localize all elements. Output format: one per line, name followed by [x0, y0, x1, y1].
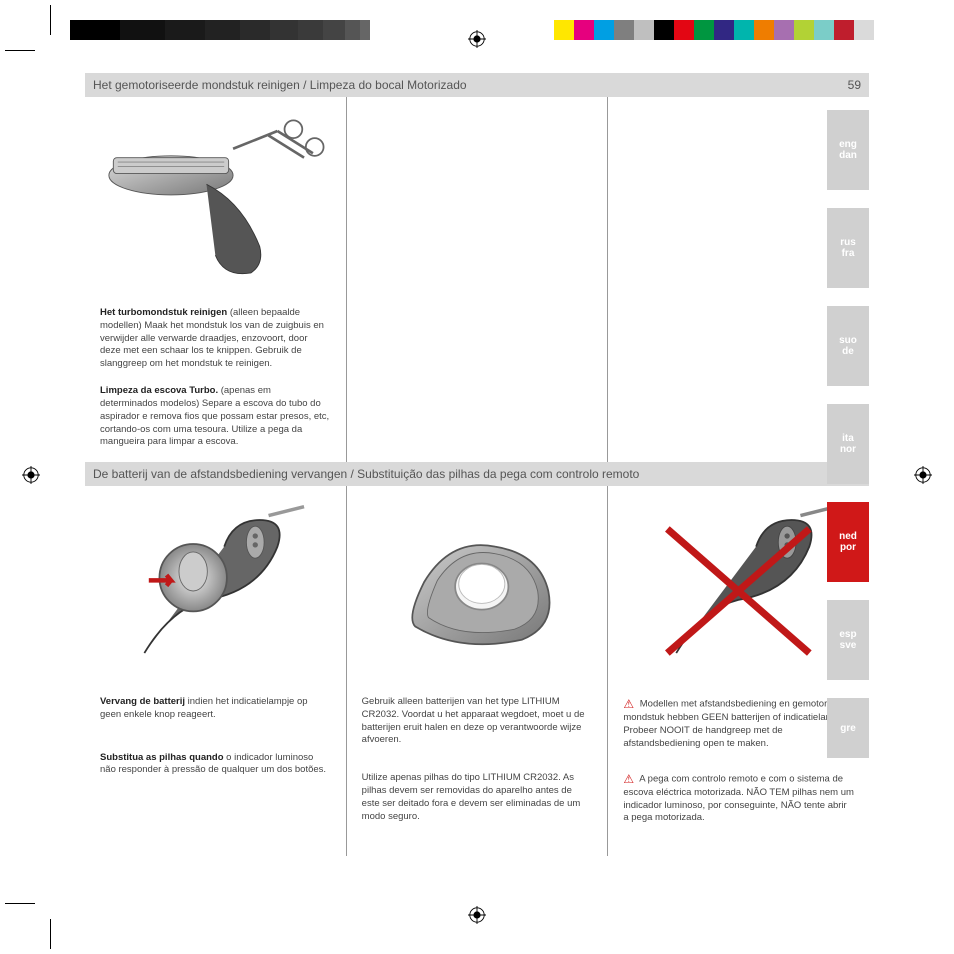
print-colorbar-right	[554, 20, 884, 40]
section-1: Het turbomondstuk reinigen (alleen bepaa…	[85, 97, 869, 462]
warning-icon: ⚠	[623, 771, 634, 787]
crop-mark	[5, 50, 35, 51]
lang-tab-rus-fra[interactable]: rusfra	[827, 208, 869, 288]
battery-illustration	[362, 496, 593, 686]
lang-tab-ita-nor[interactable]: itanor	[827, 404, 869, 484]
page-header: Het gemotoriseerde mondstuk reinigen / L…	[85, 73, 869, 97]
registration-mark-icon	[468, 906, 486, 924]
text-nl-2: Vervang de batterij indien het indicatie…	[100, 696, 331, 722]
text-nl-4: ⚠ Modellen met afstandsbediening en gemo…	[623, 696, 854, 751]
registration-mark-icon	[22, 466, 40, 484]
section2-header: De batterij van de afstandsbediening ver…	[85, 462, 869, 486]
text-pt-2: Substitua as pilhas quando o indicador l…	[100, 752, 331, 778]
crop-mark	[50, 919, 51, 949]
registration-mark-icon	[914, 466, 932, 484]
crop-mark	[5, 903, 35, 904]
text-pt-4: ⚠ A pega com controlo remoto e com o sis…	[623, 771, 854, 826]
page-content: Het gemotoriseerde mondstuk reinigen / L…	[55, 55, 899, 899]
section2-title: De batterij van de afstandsbediening ver…	[93, 467, 639, 481]
text-nl-1: Het turbomondstuk reinigen (alleen bepaa…	[100, 307, 331, 371]
section1-col1: Het turbomondstuk reinigen (alleen bepaa…	[85, 97, 347, 462]
text-pt-3: Utilize apenas pilhas do tipo LITHIUM CR…	[362, 772, 593, 823]
text-nl-3: Gebruik alleen batterijen van het type L…	[362, 696, 593, 747]
handle-illustration	[100, 496, 331, 686]
donot-illustration	[623, 496, 854, 686]
language-tabs: engdan rusfra suode itanor nedpor espsve gre	[827, 110, 869, 776]
section2-col2: Gebruik alleen batterijen van het type L…	[347, 486, 609, 856]
lang-tab-suo-de[interactable]: suode	[827, 306, 869, 386]
lang-tab-eng-dan[interactable]: engdan	[827, 110, 869, 190]
page-title: Het gemotoriseerde mondstuk reinigen / L…	[93, 78, 467, 92]
crop-mark	[50, 5, 51, 35]
section-2: Vervang de batterij indien het indicatie…	[85, 486, 869, 856]
registration-mark-icon	[468, 30, 486, 48]
print-colorbar-left	[70, 20, 370, 40]
nozzle-illustration	[100, 107, 331, 297]
section1-col2	[347, 97, 609, 462]
page-number: 59	[848, 78, 861, 92]
text-pt-1: Limpeza da escova Turbo. (apenas em dete…	[100, 385, 331, 449]
warning-icon: ⚠	[623, 696, 634, 712]
lang-tab-gre[interactable]: gre	[827, 698, 869, 758]
lang-tab-ned-por[interactable]: nedpor	[827, 502, 869, 582]
lang-tab-esp-sve[interactable]: espsve	[827, 600, 869, 680]
section2-col1: Vervang de batterij indien het indicatie…	[85, 486, 347, 856]
